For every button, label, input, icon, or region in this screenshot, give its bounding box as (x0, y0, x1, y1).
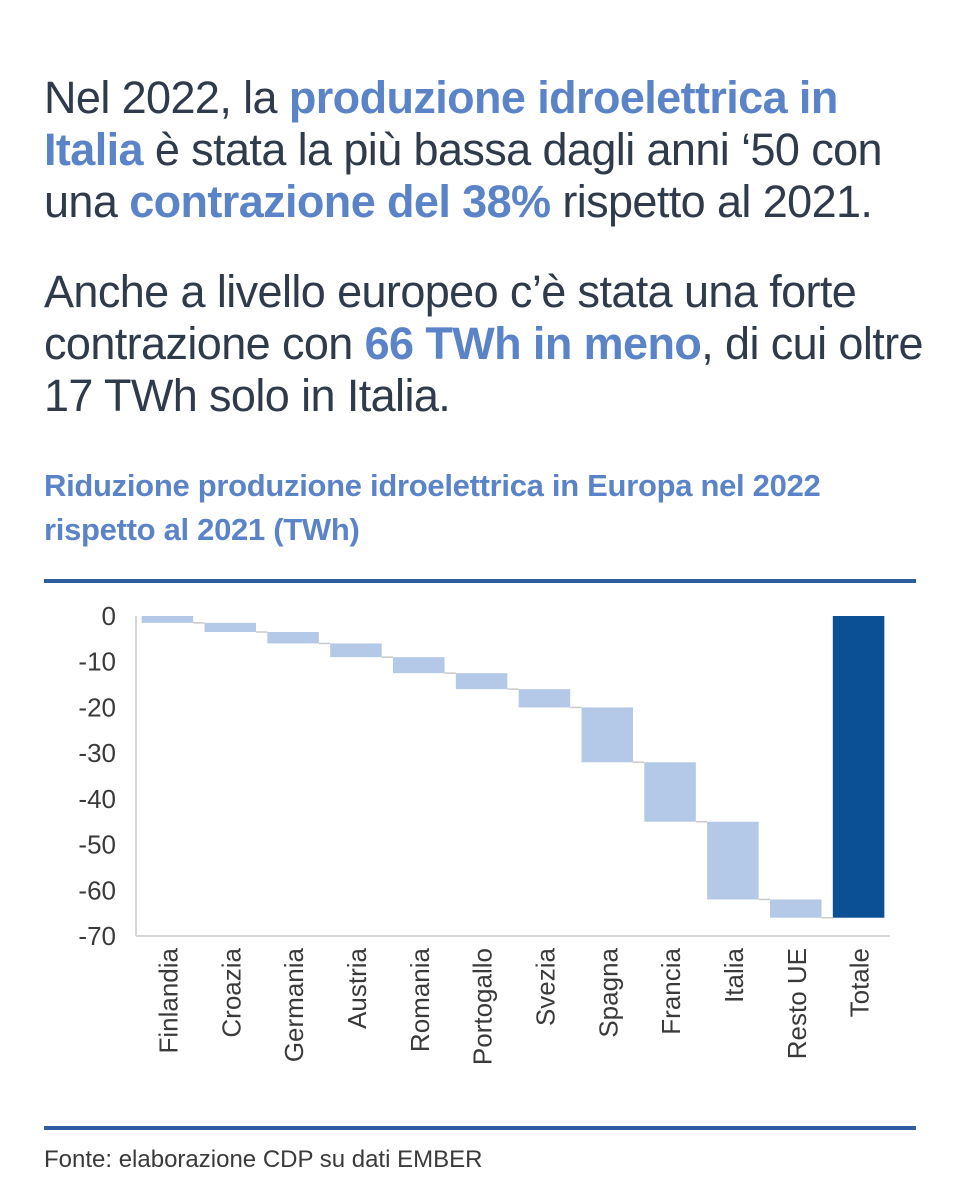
bar-croazia (204, 622, 257, 632)
x-tick-label: Resto UE (782, 948, 812, 1059)
bar-italia (707, 821, 759, 900)
x-tick-label: Totale (845, 948, 875, 1017)
bar-svezia (518, 689, 571, 708)
bars (141, 616, 885, 918)
intro-paragraph-1: Nel 2022, la produzione idroelettrica in… (44, 72, 934, 228)
intro-1-highlight: produzione idroelettrica in Italia (44, 72, 838, 175)
intro-1-highlight: contrazione del 38% (129, 176, 551, 227)
bar-portogallo (455, 673, 508, 690)
bar-austria (330, 643, 382, 658)
bar-resto-ue (769, 899, 822, 918)
x-tick-label: Finlandia (153, 947, 183, 1053)
y-tick-label: -70 (78, 921, 116, 951)
bar-finlandia (141, 616, 194, 623)
x-tick-label: Svezia (530, 947, 560, 1026)
y-tick-label: 0 (102, 601, 116, 631)
x-tick-label: Romania (405, 947, 435, 1052)
bar-germania (267, 632, 319, 644)
x-tick-label: Francia (656, 947, 686, 1034)
x-axis: Finlandia Croazia Germania Austria Romania Po… (153, 947, 874, 1065)
waterfall-chart: 0 -10 -20 -30 -40 -50 -60 -70 Finlandia Croazia G… (78, 601, 890, 1065)
y-tick-label: -20 (78, 692, 116, 722)
plot-frame (135, 616, 890, 937)
intro-1-text: è stata la più bassa dagli anni ‘50 con … (44, 124, 883, 227)
x-tick-label: Italia (719, 947, 749, 1002)
bottom-divider (44, 1126, 916, 1130)
intro-1-text: rispetto al 2021. (550, 176, 873, 227)
bar-total (832, 616, 885, 918)
intro-2-text: Anche a livello europeo c’è stata una fo… (44, 266, 857, 369)
intro-paragraph-2: Anche a livello europeo c’è stata una fo… (44, 266, 934, 422)
bar-francia (644, 762, 696, 822)
x-tick-label: Portogallo (468, 948, 498, 1065)
source-note: Fonte: elaborazione CDP su dati EMBER (44, 1146, 483, 1173)
y-tick-label: -60 (78, 875, 116, 905)
intro-2-text: , di cui oltre 17 TWh solo in Italia. (44, 318, 924, 421)
bar-spagna (581, 707, 634, 763)
connector-lines (193, 622, 833, 919)
x-tick-label: Austria (342, 947, 372, 1028)
intro-1-text: Nel 2022, la (44, 72, 289, 123)
y-tick-label: -30 (78, 738, 116, 768)
bar-romania (392, 657, 445, 674)
top-divider (44, 579, 916, 583)
chart-title: Riduzione produzione idroelettrica in Eu… (44, 468, 821, 547)
y-tick-label: -10 (78, 647, 116, 677)
intro-2-highlight: 66 TWh in meno (364, 318, 702, 369)
y-axis: 0 -10 -20 -30 -40 -50 -60 -70 (78, 601, 116, 951)
y-tick-label: -40 (78, 784, 116, 814)
x-tick-label: Germania (279, 947, 309, 1062)
x-tick-label: Croazia (216, 947, 246, 1037)
x-tick-label: Spagna (593, 947, 623, 1037)
y-tick-label: -50 (78, 830, 116, 860)
